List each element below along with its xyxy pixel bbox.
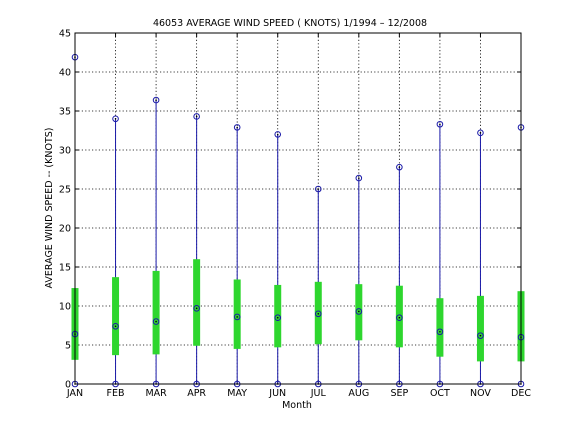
max-marker-feb <box>112 115 119 123</box>
median-marker-jun <box>274 314 282 322</box>
max-marker-dot-mar <box>155 99 157 101</box>
y-tick-label: 15 <box>59 263 71 274</box>
x-tick-label: JUN <box>268 388 286 399</box>
x-tick-label: MAY <box>227 388 247 399</box>
y-tick-label: 5 <box>65 341 71 352</box>
x-tick-label: FEB <box>107 388 125 399</box>
median-marker-dot-nov <box>479 334 482 337</box>
y-tick-label: 45 <box>59 29 71 40</box>
x-tick-label: SEP <box>390 388 408 399</box>
x-tick-label: OCT <box>430 388 450 399</box>
median-marker-jul <box>314 310 322 318</box>
max-marker-jul <box>314 185 322 193</box>
median-marker-dot-sep <box>398 316 401 319</box>
median-marker-feb <box>112 322 119 330</box>
y-tick-label: 25 <box>59 185 71 196</box>
y-tick-label: 35 <box>59 107 71 118</box>
max-marker-mar <box>152 96 160 104</box>
max-marker-may <box>233 124 241 131</box>
median-marker-dot-apr <box>195 307 198 310</box>
median-marker-dot-jun <box>276 316 279 319</box>
max-marker-jun <box>274 131 282 138</box>
chart-title: 46053 AVERAGE WIND SPEED ( KNOTS) 1/1994… <box>153 18 427 29</box>
y-axis-label: AVERAGE WIND SPEED -- (KNOTS) <box>44 128 55 289</box>
x-axis-label: Month <box>282 400 312 411</box>
x-tick-label: NOV <box>470 388 491 399</box>
max-marker-apr <box>193 113 200 120</box>
iqr-box-jun <box>274 284 282 348</box>
x-tick-label: DEC <box>511 388 531 399</box>
x-tick-label: JUL <box>310 388 327 399</box>
max-marker-dot-aug <box>358 177 360 179</box>
grid <box>74 32 522 385</box>
median-marker-mar <box>152 318 160 325</box>
median-marker-dot-feb <box>114 325 117 328</box>
plot-frame <box>74 32 522 385</box>
max-marker-dot-may <box>236 126 238 129</box>
y-tick-label: 20 <box>59 224 71 235</box>
iqr-box-apr <box>193 259 201 346</box>
median-marker-dot-jul <box>317 313 320 315</box>
max-marker-dot-nov <box>479 132 482 134</box>
x-tick-label: APR <box>187 388 206 399</box>
median-marker-aug <box>355 308 363 315</box>
median-marker-oct <box>436 328 444 336</box>
median-marker-may <box>233 313 241 321</box>
max-marker-dot-feb <box>114 118 117 120</box>
x-tick-label: AUG <box>348 388 369 399</box>
y-tick-label: 40 <box>59 68 71 79</box>
median-marker-dot-aug <box>358 310 360 313</box>
median-marker-dot-oct <box>439 330 441 333</box>
iqr-box-sep <box>395 285 403 348</box>
median-marker-sep <box>396 314 403 322</box>
x-tick-label: JAN <box>66 388 83 399</box>
y-tick-label: 30 <box>59 146 71 157</box>
max-marker-sep <box>396 163 403 171</box>
max-marker-aug <box>355 174 363 182</box>
y-tick-label: 0 <box>65 380 71 391</box>
iqr-box-feb <box>112 277 120 356</box>
data-layer <box>71 53 525 388</box>
tick-labels: 0 5 10 15 20 25 30 35 40 45 JAN FEB MAR APR MAY JUN JUL A… <box>59 29 531 400</box>
max-marker-oct <box>436 120 444 128</box>
iqr-box-nov <box>476 295 484 362</box>
median-marker-dot-may <box>236 316 238 318</box>
y-tick-label: 10 <box>59 302 71 313</box>
max-marker-dot-jul <box>317 188 320 190</box>
iqr-box-oct <box>436 298 444 357</box>
x-tick-label: MAR <box>145 388 167 399</box>
median-marker-apr <box>193 305 200 312</box>
max-marker-dot-jun <box>276 133 279 136</box>
max-marker-dot-sep <box>398 166 401 168</box>
max-marker-dot-oct <box>439 123 441 126</box>
max-marker-dot-apr <box>195 115 198 118</box>
iqr-box-mar <box>152 270 160 355</box>
median-marker-dot-mar <box>155 320 157 323</box>
median-marker-nov <box>477 332 484 339</box>
max-marker-nov <box>477 129 484 137</box>
